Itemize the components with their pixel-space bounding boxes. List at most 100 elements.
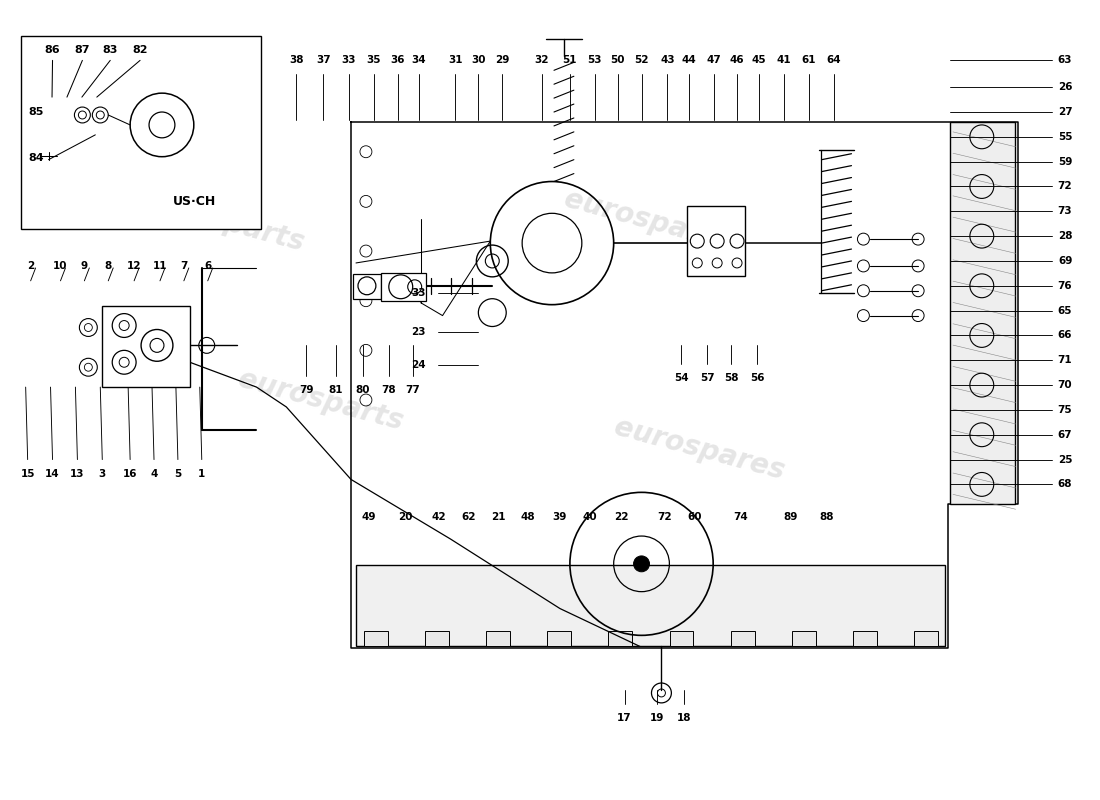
Text: 8: 8 bbox=[104, 261, 112, 271]
Text: 6: 6 bbox=[205, 261, 211, 271]
Bar bbox=[548, 631, 571, 646]
Text: 14: 14 bbox=[45, 470, 59, 479]
Text: eurospares: eurospares bbox=[561, 185, 738, 258]
Text: 5: 5 bbox=[174, 470, 182, 479]
Text: 32: 32 bbox=[535, 55, 549, 66]
Text: 59: 59 bbox=[1058, 157, 1072, 166]
Text: 28: 28 bbox=[1058, 231, 1072, 241]
Text: 25: 25 bbox=[1058, 454, 1072, 465]
Text: 83: 83 bbox=[102, 46, 118, 55]
Bar bbox=[792, 631, 816, 646]
Text: 60: 60 bbox=[688, 512, 702, 522]
Text: 48: 48 bbox=[520, 512, 536, 522]
Text: 41: 41 bbox=[777, 55, 791, 66]
Text: US·CH: US·CH bbox=[173, 195, 217, 208]
Text: 31: 31 bbox=[448, 55, 463, 66]
Text: 15: 15 bbox=[21, 470, 35, 479]
Text: 35: 35 bbox=[366, 55, 381, 66]
Text: 38: 38 bbox=[289, 55, 304, 66]
Text: 2: 2 bbox=[28, 261, 34, 271]
Text: 9: 9 bbox=[80, 261, 88, 271]
Text: 84: 84 bbox=[29, 153, 44, 162]
Bar bbox=[914, 631, 938, 646]
Text: 68: 68 bbox=[1058, 479, 1072, 490]
Text: 55: 55 bbox=[1058, 132, 1072, 142]
Text: 49: 49 bbox=[362, 512, 376, 522]
Text: 61: 61 bbox=[802, 55, 816, 66]
Text: 21: 21 bbox=[491, 512, 506, 522]
Text: 43: 43 bbox=[660, 55, 674, 66]
Bar bbox=[381, 273, 426, 301]
Text: 39: 39 bbox=[553, 512, 568, 522]
Text: 62: 62 bbox=[461, 512, 475, 522]
Bar bbox=[353, 274, 381, 298]
Text: 88: 88 bbox=[820, 512, 834, 522]
Text: 42: 42 bbox=[431, 512, 446, 522]
Text: eurosparts: eurosparts bbox=[235, 365, 407, 435]
Text: 73: 73 bbox=[1058, 206, 1072, 216]
Text: 33: 33 bbox=[411, 288, 426, 298]
Text: 74: 74 bbox=[734, 512, 748, 522]
Bar bbox=[21, 35, 262, 229]
Text: 58: 58 bbox=[724, 373, 738, 383]
Bar bbox=[950, 122, 1014, 504]
Text: 29: 29 bbox=[495, 55, 509, 66]
Text: 82: 82 bbox=[132, 46, 147, 55]
Bar bbox=[730, 631, 755, 646]
Text: 65: 65 bbox=[1058, 306, 1072, 316]
Text: 44: 44 bbox=[682, 55, 696, 66]
Text: 51: 51 bbox=[562, 55, 578, 66]
Text: 23: 23 bbox=[411, 327, 426, 338]
Bar bbox=[486, 631, 510, 646]
Text: 67: 67 bbox=[1058, 430, 1072, 440]
Text: 33: 33 bbox=[342, 55, 356, 66]
Text: 22: 22 bbox=[615, 512, 629, 522]
Text: 1: 1 bbox=[198, 470, 206, 479]
Bar bbox=[425, 631, 449, 646]
Text: 20: 20 bbox=[398, 512, 412, 522]
Text: 10: 10 bbox=[53, 261, 68, 271]
Text: 81: 81 bbox=[329, 385, 343, 395]
Text: 37: 37 bbox=[316, 55, 330, 66]
Text: 70: 70 bbox=[1058, 380, 1072, 390]
Text: 78: 78 bbox=[382, 385, 396, 395]
Text: 13: 13 bbox=[70, 470, 85, 479]
Text: 12: 12 bbox=[126, 261, 142, 271]
Text: 72: 72 bbox=[657, 512, 672, 522]
Text: 50: 50 bbox=[610, 55, 625, 66]
Text: 87: 87 bbox=[75, 46, 90, 55]
Bar bbox=[364, 631, 388, 646]
Text: 63: 63 bbox=[1058, 55, 1072, 66]
Text: 80: 80 bbox=[355, 385, 371, 395]
Text: 16: 16 bbox=[123, 470, 138, 479]
Text: 3: 3 bbox=[99, 470, 106, 479]
Text: 64: 64 bbox=[826, 55, 840, 66]
Text: 4: 4 bbox=[151, 470, 157, 479]
Text: 30: 30 bbox=[471, 55, 485, 66]
Text: 57: 57 bbox=[700, 373, 715, 383]
Text: 75: 75 bbox=[1058, 405, 1072, 415]
Text: 56: 56 bbox=[750, 373, 764, 383]
Text: 45: 45 bbox=[751, 55, 767, 66]
Text: 36: 36 bbox=[390, 55, 405, 66]
Text: 11: 11 bbox=[153, 261, 167, 271]
Circle shape bbox=[634, 556, 649, 572]
Text: eurosparts: eurosparts bbox=[136, 186, 307, 257]
Text: 69: 69 bbox=[1058, 256, 1072, 266]
Text: 47: 47 bbox=[707, 55, 722, 66]
Bar bbox=[356, 565, 945, 646]
Text: 53: 53 bbox=[587, 55, 602, 66]
Text: 18: 18 bbox=[678, 713, 692, 722]
Text: eurospares: eurospares bbox=[610, 414, 788, 486]
Text: 52: 52 bbox=[635, 55, 649, 66]
Text: 19: 19 bbox=[650, 713, 664, 722]
Text: 54: 54 bbox=[674, 373, 689, 383]
Text: 17: 17 bbox=[617, 713, 631, 722]
Text: 46: 46 bbox=[729, 55, 745, 66]
Text: 66: 66 bbox=[1058, 330, 1072, 341]
Text: 86: 86 bbox=[45, 46, 60, 55]
Text: 71: 71 bbox=[1058, 355, 1072, 366]
Text: 26: 26 bbox=[1058, 82, 1072, 92]
Bar bbox=[102, 306, 190, 387]
Text: 7: 7 bbox=[180, 261, 187, 271]
